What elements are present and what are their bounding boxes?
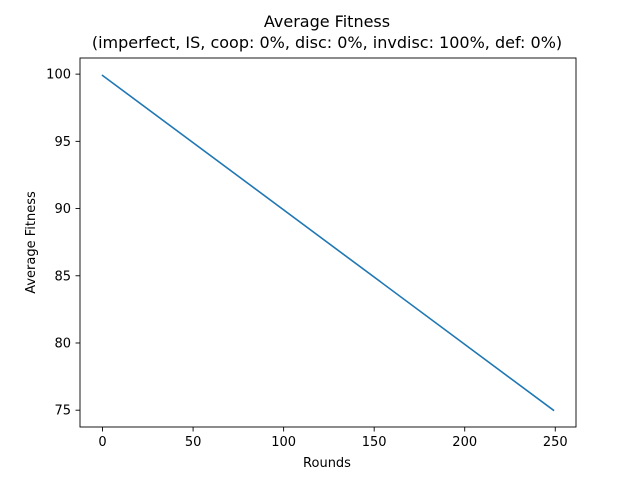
x-tick-label: 50 [185, 435, 202, 450]
y-tick-label: 75 [54, 404, 71, 419]
y-tick-label: 80 [54, 336, 71, 351]
x-tick-label: 200 [452, 435, 477, 450]
y-tick-label: 90 [54, 202, 71, 217]
y-tick-label: 95 [54, 135, 71, 150]
x-axis-label: Rounds [303, 456, 351, 471]
chart-subtitle: (imperfect, IS, coop: 0%, disc: 0%, invd… [92, 33, 562, 52]
plot-area: 0 50 100 150 200 250 75 80 85 90 95 100 [46, 57, 577, 450]
series-line-0 [101, 74, 555, 412]
x-tick-label: 100 [271, 435, 296, 450]
x-tick-label: 150 [362, 435, 387, 450]
y-axis-label: Average Fitness [24, 191, 39, 294]
chart-title: Average Fitness [264, 12, 390, 31]
axes-frame [79, 57, 577, 428]
x-tick-label: 0 [98, 435, 106, 450]
y-tick-label: 100 [46, 68, 71, 83]
y-tick-label: 85 [54, 269, 71, 284]
x-tick-label: 250 [543, 435, 568, 450]
